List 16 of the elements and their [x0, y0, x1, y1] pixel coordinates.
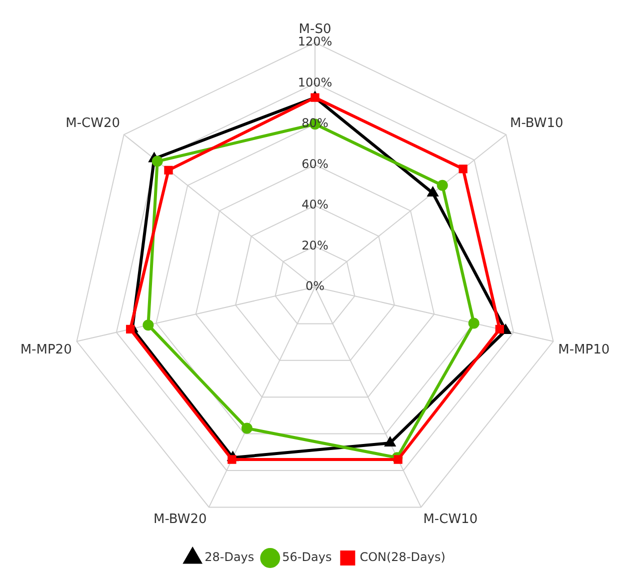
spoke-label: M-S0 [298, 22, 332, 38]
y-tick-label: 60% [302, 156, 328, 171]
y-tick-label: 120% [298, 34, 332, 49]
spoke-label: M-CW10 [423, 512, 478, 527]
legend-label: CON(28-Days) [360, 550, 446, 564]
y-tick-label: 100% [298, 75, 332, 90]
legend-label: 28-Days [204, 550, 254, 564]
y-tick-label: 40% [302, 198, 328, 212]
spoke-label: M-BW10 [510, 116, 564, 132]
spoke-label: M-MP20 [20, 342, 72, 358]
legend-label: 56-Days [282, 550, 332, 564]
y-tick-label: 20% [302, 238, 328, 252]
spoke-label: M-CW20 [66, 116, 120, 132]
y-tick-label: 0% [305, 279, 325, 294]
spoke-label: M-BW20 [153, 512, 207, 527]
spoke-label: M-MP10 [558, 342, 610, 358]
